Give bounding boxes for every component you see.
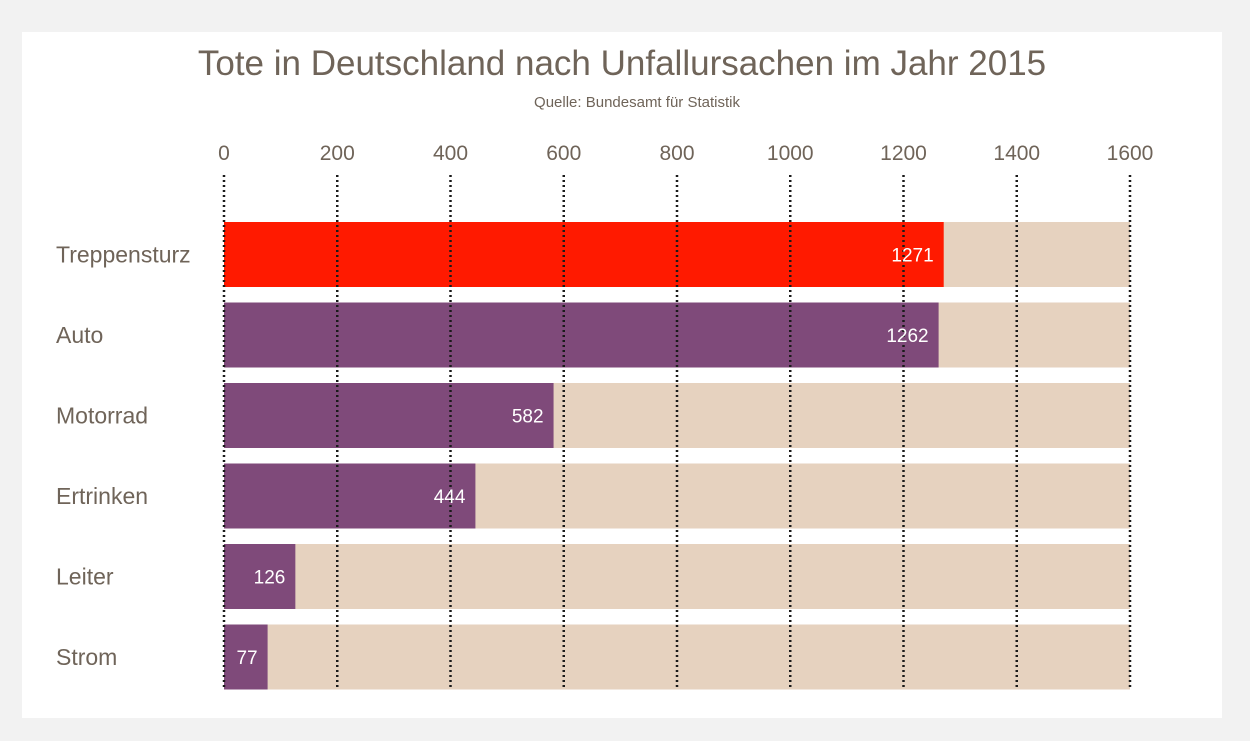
- bar-leiter: [224, 544, 296, 609]
- value-label: 77: [236, 648, 257, 669]
- category-label: Treppensturz: [56, 242, 191, 268]
- bar-auto: [224, 302, 939, 368]
- bars: [224, 222, 944, 690]
- x-tick-label: 1000: [767, 142, 814, 165]
- category-labels: Treppensturz Auto Motorrad Ertrinken Leiter S…: [56, 242, 191, 671]
- chart-card: Tote in Deutschland nach Unfallursachen …: [22, 32, 1222, 718]
- category-label: Strom: [56, 644, 117, 670]
- category-label: Motorrad: [56, 403, 148, 429]
- value-label: 582: [512, 407, 544, 428]
- value-label: 126: [254, 568, 286, 589]
- x-tick-label: 1200: [880, 142, 927, 165]
- x-tick-label: 200: [320, 142, 355, 165]
- value-label: 1271: [891, 246, 933, 267]
- x-tick-label: 1600: [1107, 142, 1154, 165]
- x-tick-label: 0: [218, 142, 230, 165]
- bar-motorrad: [224, 383, 554, 448]
- chart-title: Tote in Deutschland nach Unfallursachen …: [198, 44, 1046, 83]
- bar-chart: Tote in Deutschland nach Unfallursachen …: [56, 44, 1153, 690]
- value-labels: 1271 1262 582 444 126 77: [236, 246, 933, 670]
- value-label: 1262: [886, 326, 928, 347]
- category-label: Leiter: [56, 564, 114, 590]
- x-tick-label: 800: [659, 142, 694, 165]
- bar-ertrinken: [224, 463, 476, 529]
- gridlines: [222, 175, 1132, 690]
- x-tick-label: 600: [546, 142, 581, 165]
- category-label: Auto: [56, 322, 103, 348]
- category-label: Ertrinken: [56, 483, 148, 509]
- x-axis-ticks: 0 200 400 600 800 1000 1200 1400 1600: [218, 142, 1153, 165]
- x-tick-label: 400: [433, 142, 468, 165]
- bar-strom: [224, 624, 268, 690]
- x-tick-label: 1400: [993, 142, 1040, 165]
- chart-subtitle: Quelle: Bundesamt für Statistik: [534, 94, 740, 111]
- bar-treppensturz: [224, 222, 944, 287]
- value-label: 444: [434, 487, 466, 508]
